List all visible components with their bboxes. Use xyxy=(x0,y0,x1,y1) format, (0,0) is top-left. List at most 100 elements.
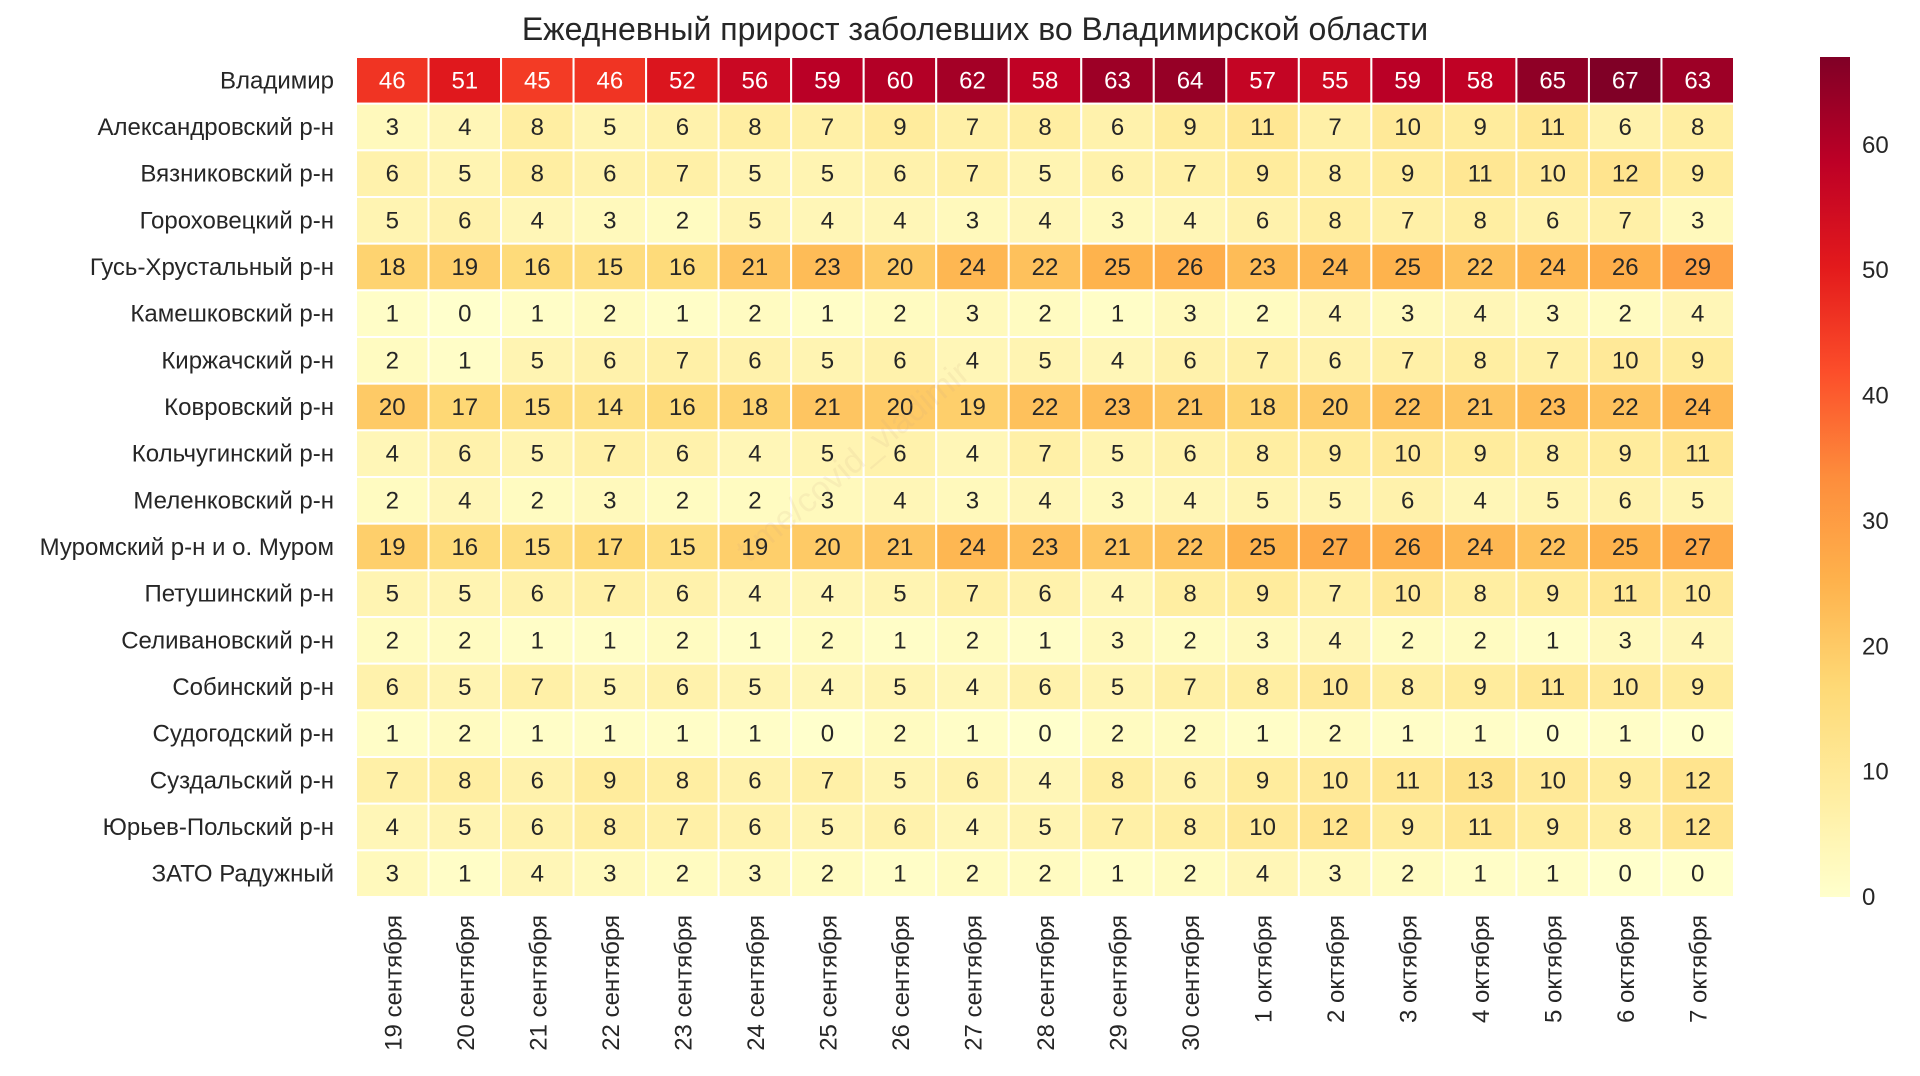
cell-value-label: 6 xyxy=(1619,487,1632,514)
heatmap-cell xyxy=(1080,382,1155,432)
colorbar-tick-label: 50 xyxy=(1862,257,1889,284)
colorbar-tick-label: 60 xyxy=(1862,132,1889,159)
row-label: Муромский р-н и о. Муром xyxy=(40,534,334,561)
cell-value-label: 9 xyxy=(1401,814,1414,841)
cell-value-label: 9 xyxy=(603,767,616,794)
heatmap-cells: 46 51 45 46 52 56 59 60 62 58 63 64 57 55 59 58 65 67 633 4… xyxy=(355,56,1735,898)
heatmap-cell xyxy=(1225,569,1300,618)
cell-value-label: 52 xyxy=(669,67,696,94)
row-label: Петушинский р-н xyxy=(144,581,334,608)
cell-value-label: 4 xyxy=(1038,767,1051,794)
cell-value-label: 6 xyxy=(893,814,906,841)
cell-value-label: 11 xyxy=(1613,581,1638,608)
cell-value-label: 13 xyxy=(1467,767,1494,794)
heatmap-cell xyxy=(1442,709,1518,758)
cell-value-label: 2 xyxy=(1183,861,1196,888)
row-label: Камешковский р-н xyxy=(130,301,334,328)
cell-value-label: 6 xyxy=(458,441,471,468)
row-label: Меленковский р-н xyxy=(133,487,334,514)
heatmap-cell xyxy=(1515,476,1590,525)
heatmap-cell xyxy=(645,709,720,758)
cell-value-label: 11 xyxy=(1468,814,1493,841)
cell-value-label: 3 xyxy=(821,487,834,514)
cell-value-label: 5 xyxy=(893,674,906,701)
row-label: Ковровский р-н xyxy=(164,394,334,421)
cell-value-label: 8 xyxy=(458,767,471,794)
cell-value-label: 7 xyxy=(386,767,399,794)
cell-value-label: 0 xyxy=(1691,721,1704,748)
cell-value-label: 1 xyxy=(458,861,471,888)
cell-value-label: 57 xyxy=(1249,67,1276,94)
cell-value-label: 11 xyxy=(1468,161,1493,188)
cell-value-label: 2 xyxy=(458,627,471,654)
cell-value-label: 16 xyxy=(669,254,696,281)
cell-value-label: 4 xyxy=(1473,301,1486,328)
cell-value-label: 58 xyxy=(1032,67,1059,94)
heatmap-cell xyxy=(1515,336,1590,385)
chart-title: Ежедневный прирост заболевших во Владими… xyxy=(522,11,1428,47)
cell-value-label: 11 xyxy=(1540,114,1565,141)
cell-value-label: 14 xyxy=(596,394,623,421)
heatmap-cell xyxy=(935,196,1010,245)
cell-value-label: 2 xyxy=(821,861,834,888)
cell-value-label: 10 xyxy=(1394,114,1421,141)
cell-value-label: 2 xyxy=(966,861,979,888)
heatmap-cell xyxy=(1515,56,1590,105)
heatmap-cell xyxy=(717,336,793,385)
column-labels: 19 сентября 20 сентября 21 сентября 22 сент… xyxy=(380,915,1712,1051)
cell-value-label: 11 xyxy=(1250,114,1275,141)
cell-value-label: 5 xyxy=(821,441,834,468)
heatmap-cell xyxy=(935,709,1010,758)
cell-value-label: 6 xyxy=(531,814,544,841)
heatmap-cell xyxy=(1587,802,1663,852)
cell-value-label: 4 xyxy=(531,207,544,234)
cell-value-label: 22 xyxy=(1032,394,1059,421)
cell-value-label: 10 xyxy=(1394,441,1421,468)
heatmap-cell xyxy=(572,662,648,712)
cell-value-label: 2 xyxy=(676,207,689,234)
heatmap-cell xyxy=(1587,616,1663,665)
cell-value-label: 21 xyxy=(887,534,914,561)
cell-value-label: 10 xyxy=(1539,161,1566,188)
cell-value-label: 46 xyxy=(596,67,623,94)
heatmap-cell xyxy=(717,56,793,105)
heatmap-cell xyxy=(355,756,430,805)
cell-value-label: 9 xyxy=(1473,441,1486,468)
cell-value-label: 6 xyxy=(458,207,471,234)
cell-value-label: 2 xyxy=(1183,627,1196,654)
heatmap-cell xyxy=(1225,616,1300,665)
cell-value-label: 45 xyxy=(524,67,551,94)
heatmap-cell xyxy=(1442,56,1518,105)
cell-value-label: 6 xyxy=(676,581,689,608)
cell-value-label: 3 xyxy=(386,861,399,888)
heatmap-cell xyxy=(1660,242,1735,292)
heatmap-cell xyxy=(1370,662,1445,712)
heatmap-cell xyxy=(1442,476,1518,525)
cell-value-label: 19 xyxy=(451,254,478,281)
cell-value-label: 4 xyxy=(1328,301,1341,328)
row-labels: Владимир Александровский р-н Вязниковский … xyxy=(40,67,334,887)
cell-value-label: 2 xyxy=(966,627,979,654)
cell-value-label: 1 xyxy=(386,721,399,748)
cell-value-label: 23 xyxy=(814,254,841,281)
heatmap-cell xyxy=(1080,802,1155,852)
cell-value-label: 2 xyxy=(1111,721,1124,748)
cell-value-label: 2 xyxy=(676,627,689,654)
cell-value-label: 12 xyxy=(1322,814,1349,841)
heatmap-cell xyxy=(862,336,938,385)
heatmap-cell xyxy=(1515,102,1590,152)
cell-value-label: 3 xyxy=(966,301,979,328)
cell-value-label: 5 xyxy=(386,207,399,234)
heatmap-cell xyxy=(1225,336,1300,385)
cell-value-label: 8 xyxy=(1256,674,1269,701)
heatmap-cell xyxy=(1225,476,1300,525)
heatmap-cell xyxy=(1007,149,1083,198)
cell-value-label: 2 xyxy=(676,861,689,888)
cell-value-label: 6 xyxy=(1328,347,1341,374)
cell-value-label: 4 xyxy=(748,441,761,468)
cell-value-label: 20 xyxy=(814,534,841,561)
cell-value-label: 8 xyxy=(1691,114,1704,141)
cell-value-label: 4 xyxy=(966,674,979,701)
cell-value-label: 6 xyxy=(1183,441,1196,468)
heatmap-cell xyxy=(1370,149,1445,198)
